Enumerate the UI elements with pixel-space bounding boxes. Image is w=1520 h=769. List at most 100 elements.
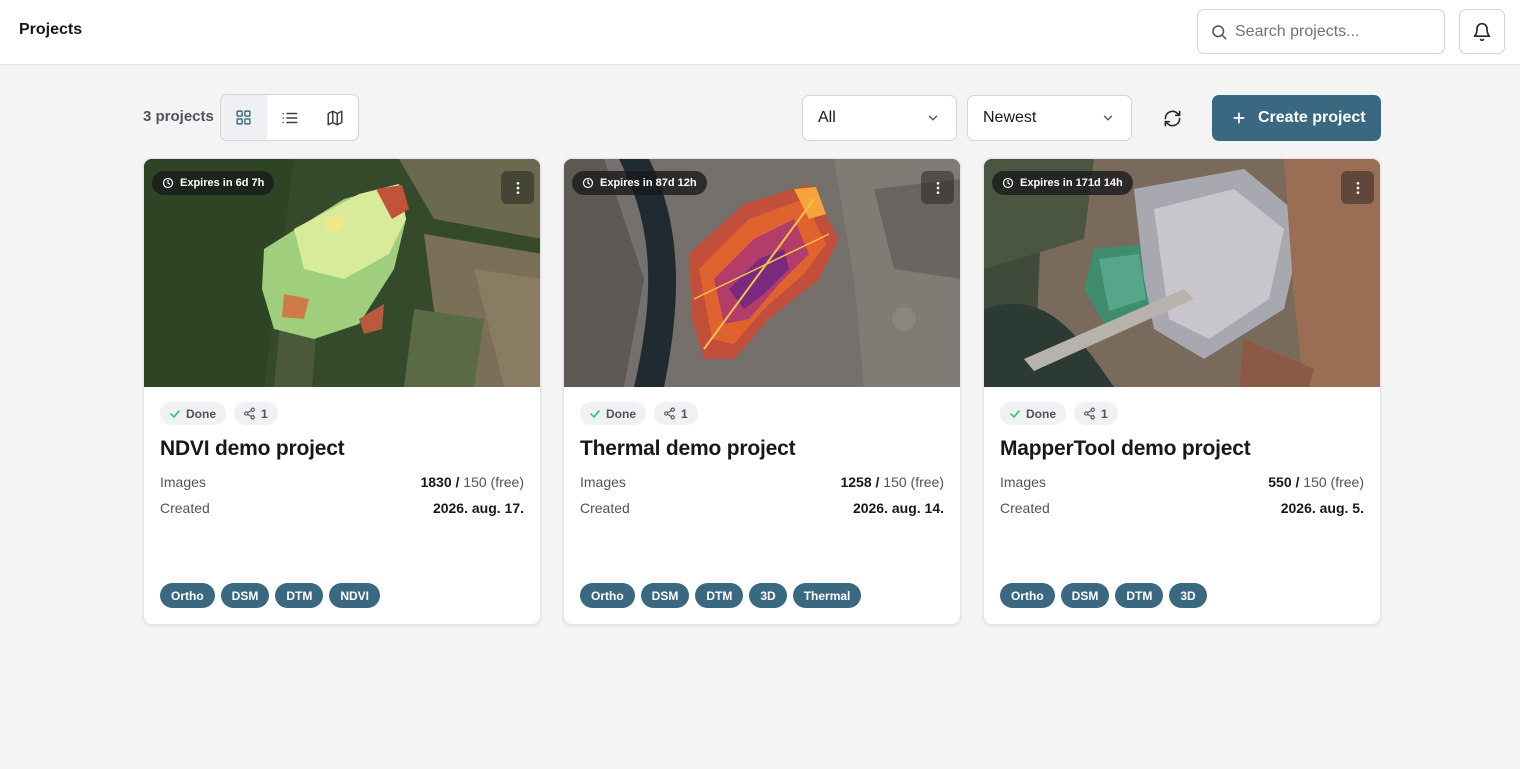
chevron-down-icon [1103, 115, 1113, 121]
plus-icon [1233, 112, 1245, 124]
layer-chip-dsm[interactable]: DSM [1060, 583, 1110, 608]
images-label: Images [580, 474, 626, 490]
expiry-text: Expires in 171d 14h [1020, 177, 1123, 189]
project-menu-button[interactable] [921, 171, 954, 204]
ndvi-map-thumbnail [144, 159, 540, 387]
layer-chips: Ortho DSM DTM NDVI [160, 583, 381, 608]
created-value: 2026. aug. 5. [1280, 500, 1364, 516]
expiry-text: Expires in 6d 7h [180, 177, 265, 189]
page-title: Projects [19, 21, 83, 38]
images-row: Images 1258 / 150 (free) [580, 474, 944, 490]
grid-view-button[interactable] [221, 95, 267, 140]
layer-chip-ndvi[interactable]: NDVI [329, 583, 381, 608]
chevron-down-icon [928, 115, 938, 121]
images-row: Images 550 / 150 (free) [1000, 474, 1364, 490]
search-icon [1212, 24, 1227, 39]
share-count: 1 [681, 406, 688, 421]
sort-value: Newest [983, 109, 1037, 126]
created-value: 2026. aug. 14. [852, 500, 944, 516]
created-label: Created [160, 500, 210, 516]
top-bar: Projects [0, 0, 1520, 65]
project-name[interactable]: MapperTool demo project [1000, 437, 1251, 460]
sort-select[interactable]: Newest [967, 95, 1132, 141]
created-row: Created 2026. aug. 5. [1000, 500, 1364, 516]
project-menu-button[interactable] [501, 171, 534, 204]
project-count: 3 projects [143, 108, 214, 125]
images-used: 1830 / [420, 474, 460, 490]
expiry-text: Expires in 87d 12h [600, 177, 697, 189]
bell-icon [1473, 22, 1491, 41]
project-thumbnail[interactable]: Expires in 171d 14h [984, 159, 1380, 387]
refresh-button[interactable] [1155, 101, 1189, 135]
share-icon [1084, 407, 1095, 420]
more-vertical-icon [936, 181, 939, 194]
check-icon [590, 409, 600, 418]
project-card[interactable]: Expires in 171d 14h Done 1 MapperTool de… [983, 158, 1381, 625]
thermal-map-thumbnail [564, 159, 960, 387]
layer-chip-ortho[interactable]: Ortho [160, 583, 215, 608]
check-icon [170, 409, 180, 418]
clock-icon [162, 177, 174, 189]
notifications-button[interactable] [1459, 9, 1505, 54]
layer-chip-dtm[interactable]: DTM [275, 583, 324, 608]
created-label: Created [1000, 500, 1050, 516]
status-filter-value: All [818, 109, 836, 126]
share-count-badge[interactable]: 1 [654, 402, 698, 425]
layer-chip-dtm[interactable]: DTM [695, 583, 744, 608]
project-menu-button[interactable] [1341, 171, 1374, 204]
layer-chip-thermal[interactable]: Thermal [792, 583, 862, 608]
grid-icon [236, 110, 251, 125]
share-count: 1 [261, 406, 268, 421]
share-icon [244, 407, 255, 420]
images-used: 550 / [1268, 474, 1300, 490]
layer-chip-ortho[interactable]: Ortho [1000, 583, 1055, 608]
project-name[interactable]: NDVI demo project [160, 437, 345, 460]
refresh-icon [1164, 110, 1180, 126]
expiry-badge: Expires in 6d 7h [152, 171, 275, 195]
list-icon [282, 112, 297, 123]
images-label: Images [1000, 474, 1046, 490]
project-card[interactable]: Expires in 6d 7h Done 1 NDVI demo projec… [143, 158, 541, 625]
share-icon [664, 407, 675, 420]
images-quota: 150 (free) [463, 474, 524, 490]
status-text: Done [186, 406, 216, 421]
images-row: Images 1830 / 150 (free) [160, 474, 524, 490]
status-badge: Done [1000, 402, 1066, 425]
layer-chip-3d[interactable]: 3D [749, 583, 787, 608]
share-count: 1 [1101, 406, 1108, 421]
images-quota: 150 (free) [1303, 474, 1364, 490]
created-row: Created 2026. aug. 17. [160, 500, 524, 516]
list-view-button[interactable] [267, 95, 313, 140]
create-project-button[interactable]: Create project [1212, 95, 1381, 141]
project-thumbnail[interactable]: Expires in 87d 12h [564, 159, 960, 387]
project-card[interactable]: Expires in 87d 12h Done 1 Thermal demo p… [563, 158, 961, 625]
created-label: Created [580, 500, 630, 516]
layer-chip-dtm[interactable]: DTM [1115, 583, 1164, 608]
status-filter-select[interactable]: All [802, 95, 957, 141]
layer-chip-ortho[interactable]: Ortho [580, 583, 635, 608]
layer-chip-3d[interactable]: 3D [1169, 583, 1207, 608]
more-vertical-icon [516, 181, 519, 194]
layer-chip-dsm[interactable]: DSM [640, 583, 690, 608]
project-name[interactable]: Thermal demo project [580, 437, 796, 460]
status-text: Done [1026, 406, 1056, 421]
share-count-badge[interactable]: 1 [1074, 402, 1118, 425]
clock-icon [582, 177, 594, 189]
status-badge: Done [160, 402, 226, 425]
map-icon [327, 110, 343, 125]
images-quota: 150 (free) [883, 474, 944, 490]
layer-chip-dsm[interactable]: DSM [220, 583, 270, 608]
create-project-label: Create project [1258, 109, 1366, 126]
ortho-map-thumbnail [984, 159, 1380, 387]
map-view-button[interactable] [312, 95, 358, 140]
project-thumbnail[interactable]: Expires in 6d 7h [144, 159, 540, 387]
layer-chips: Ortho DSM DTM 3D [1000, 583, 1207, 608]
more-vertical-icon [1356, 181, 1359, 194]
created-row: Created 2026. aug. 14. [580, 500, 944, 516]
images-used: 1258 / [840, 474, 880, 490]
search-box[interactable] [1197, 9, 1445, 54]
check-icon [1010, 409, 1020, 418]
clock-icon [1002, 177, 1014, 189]
search-input[interactable] [1235, 22, 1425, 41]
share-count-badge[interactable]: 1 [234, 402, 278, 425]
